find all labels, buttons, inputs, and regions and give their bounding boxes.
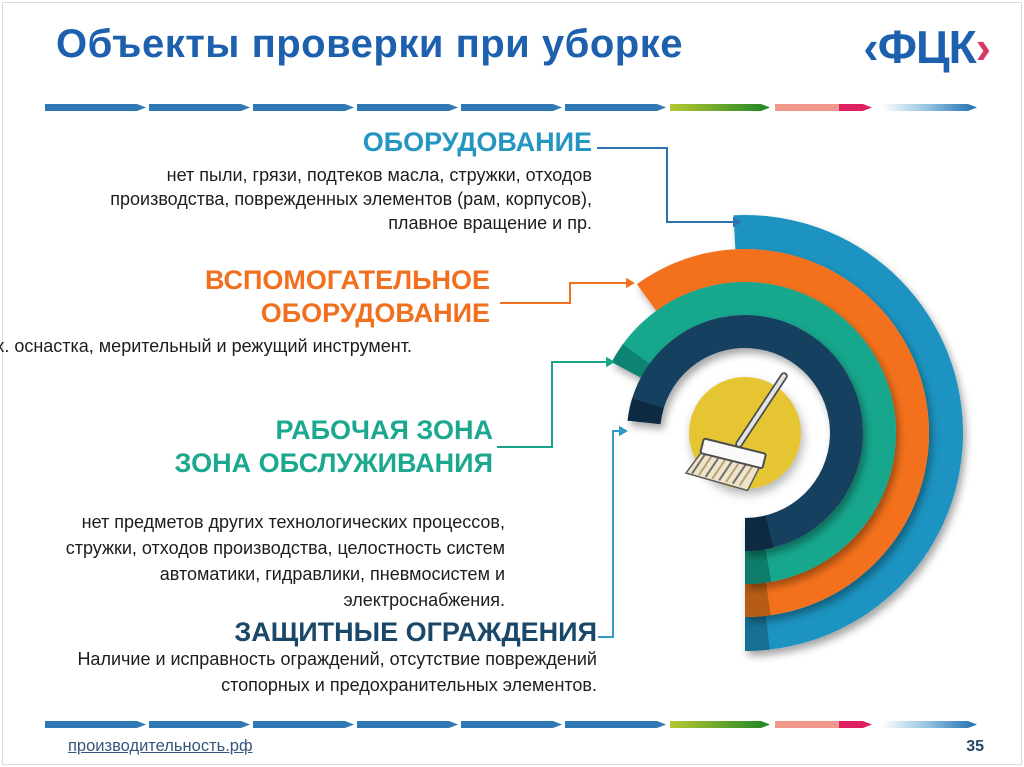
section-work-zone-heading: РАБОЧАЯ ЗОНА ЗОНА ОБСЛУЖИВАНИЯ <box>174 415 493 478</box>
logo-left-chevron-icon: ‹ <box>863 21 878 73</box>
divider-segment <box>565 721 666 728</box>
decorative-divider-bottom <box>45 721 977 728</box>
divider-segment <box>149 721 250 728</box>
section-aux-equipment-body: тех. оснастка, мерительный и режущий инс… <box>0 336 412 356</box>
page-number: 35 <box>966 738 984 755</box>
center-circle <box>689 377 801 489</box>
divider-segment <box>357 721 458 728</box>
broom-icon <box>684 372 788 492</box>
arrowhead-icon <box>619 425 628 437</box>
divider-segment <box>775 104 839 111</box>
ring-equipment <box>733 215 963 651</box>
connector-equipment <box>597 147 742 228</box>
decorative-divider-top <box>45 104 977 111</box>
section-equipment-body: нет пыли, грязи, подтеков масла, стружки… <box>110 165 592 233</box>
ring-work-zone <box>611 282 896 584</box>
connector-guards <box>598 425 628 638</box>
divider-segment <box>670 721 770 728</box>
divider-segment <box>149 104 250 111</box>
divider-segment <box>45 721 146 728</box>
divider-segment <box>839 721 872 728</box>
divider-segment <box>253 721 354 728</box>
divider-segment <box>565 104 666 111</box>
section-guards-body: Наличие и исправность ограждений, отсутс… <box>77 649 597 695</box>
page-title: Объекты проверки при уборке <box>56 22 683 66</box>
divider-segment <box>253 104 354 111</box>
divider-segment <box>45 104 146 111</box>
arrowhead-icon <box>626 277 635 289</box>
arrowhead-icon <box>733 216 742 228</box>
divider-segment <box>881 721 977 728</box>
arc-rings <box>611 215 963 651</box>
section-guards-heading: ЗАЩИТНЫЕ ОГРАЖДЕНИЯ <box>234 617 597 647</box>
divider-segment <box>357 104 458 111</box>
section-work-zone-body: нет предметов других технологических про… <box>65 512 505 610</box>
divider-segment <box>461 104 562 111</box>
center-badge <box>684 372 801 492</box>
section-equipment-heading: ОБОРУДОВАНИЕ <box>362 127 592 157</box>
logo-right-chevron-icon: › <box>975 21 991 73</box>
connector-aux-equipment <box>500 277 635 304</box>
logo-letters: ФЦК <box>877 21 977 73</box>
divider-segment <box>775 721 839 728</box>
divider-segment <box>839 104 872 111</box>
divider-segment <box>881 104 977 111</box>
ring-aux-equipment <box>636 249 930 617</box>
divider-segment <box>670 104 770 111</box>
connector-work-zone <box>497 356 615 448</box>
arrowhead-icon <box>606 356 615 368</box>
section-aux-equipment-heading: ВСПОМОГАТЕЛЬНОЕ ОБОРУДОВАНИЕ <box>205 265 490 328</box>
ring-guards <box>627 315 863 551</box>
divider-segment <box>461 721 562 728</box>
footer-site-link[interactable]: производительность.рф <box>68 737 253 755</box>
fck-logo: ‹ФЦК› <box>863 21 991 73</box>
